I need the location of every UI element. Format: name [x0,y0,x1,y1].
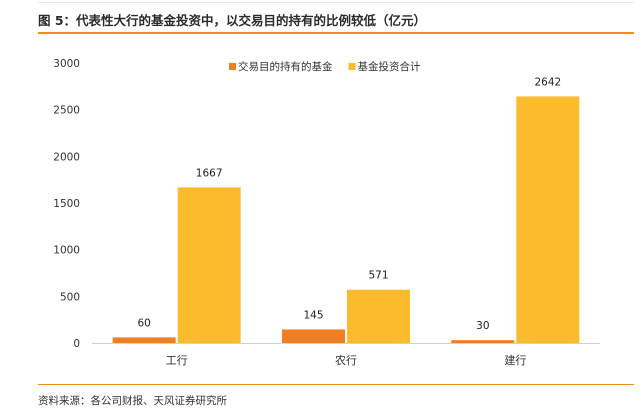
legend-label: 基金投资合计 [358,60,421,73]
x-category-label: 工行 [166,354,188,367]
data-label: 30 [476,320,489,332]
y-tick-label: 1000 [53,245,80,257]
figure-title: 图 5：代表性大行的基金投资中，以交易目的持有的比例较低（亿元） [38,13,427,28]
legend-label: 交易目的持有的基金 [238,60,333,73]
y-tick-label: 1500 [53,198,80,210]
y-tick-label: 2500 [53,105,80,117]
data-label: 2642 [534,76,561,88]
data-label: 1667 [196,167,223,179]
x-category-label: 建行 [504,353,526,367]
legend-swatch [348,63,356,70]
legend-swatch [229,63,236,70]
top-divider [38,2,634,3]
title-underline [38,32,634,34]
data-label: 60 [137,317,150,329]
x-category-label: 农行 [335,353,357,367]
source-note: 资料来源：各公司财报、天风证券研究所 [38,395,227,407]
bar-total [347,289,410,343]
bar-trading [451,340,515,343]
data-label: 571 [368,270,388,282]
bar-trading [112,337,176,343]
bar-total [177,187,241,343]
y-tick-label: 500 [60,291,80,303]
bar-trading [282,329,345,343]
data-label: 145 [303,309,323,321]
footer-divider [38,384,634,385]
y-tick-label: 2000 [53,151,80,163]
bar-total [516,96,580,343]
y-tick-label: 0 [73,338,80,350]
y-tick-label: 3000 [53,58,80,70]
